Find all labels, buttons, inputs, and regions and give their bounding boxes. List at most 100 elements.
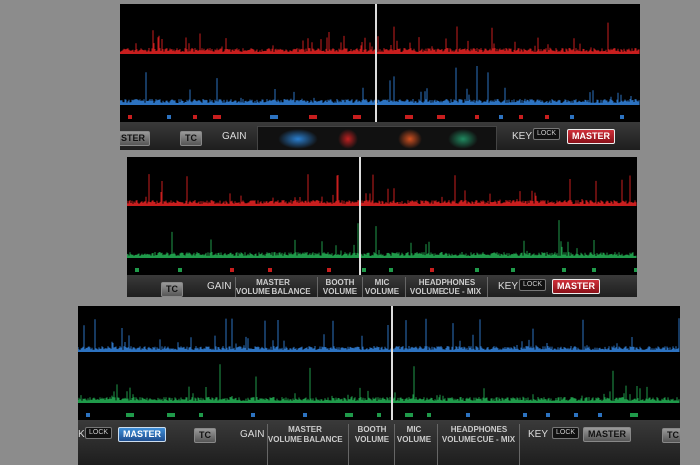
control-strip: TC GAIN MASTER VOLUME BALANCE BOOTH VOLU…	[127, 275, 637, 297]
waveform-marker	[303, 413, 307, 417]
waveform-marker	[523, 413, 527, 417]
waveform-marker	[126, 413, 134, 417]
waveform-trace	[120, 66, 640, 105]
lock-button[interactable]: LOCK	[552, 427, 580, 439]
mixer-label: BALANCE	[271, 287, 311, 296]
waveform-marker	[630, 413, 638, 417]
separator	[394, 424, 395, 465]
waveform-marker	[430, 268, 434, 272]
waveform	[120, 4, 640, 122]
waveform-marker	[213, 115, 221, 119]
lock-button[interactable]: LOCK	[533, 128, 561, 140]
lock-button[interactable]: LOCK	[85, 427, 113, 439]
mixer-label: VOLUME	[235, 287, 271, 296]
waveform-marker	[268, 268, 272, 272]
waveform-marker	[167, 413, 175, 417]
mixer-label: MIC	[406, 425, 422, 434]
waveform-marker	[499, 115, 503, 119]
deck-panel: TC GAIN MASTER VOLUME BALANCE BOOTH VOLU…	[127, 157, 637, 297]
waveform-marker	[546, 413, 550, 417]
mixer-label: CUE - MIX	[442, 287, 482, 296]
lock-button[interactable]: LOCK	[519, 279, 547, 291]
mixer-label: HEADPHONES	[418, 278, 476, 287]
waveform-trace	[78, 318, 680, 352]
mixer-label: VOLUME	[441, 435, 477, 444]
mixer-label: CUE - MIX	[476, 435, 516, 444]
waveform-marker	[562, 268, 566, 272]
waveform-marker	[251, 413, 255, 417]
waveform-marker	[128, 115, 132, 119]
key-label: KEY	[528, 429, 549, 440]
master-button[interactable]: MASTER	[552, 279, 600, 294]
waveform-marker	[86, 413, 90, 417]
waveform-marker	[405, 413, 413, 417]
separator	[437, 424, 438, 465]
deck-panel: STER TC GAIN KEY LOCK MASTER	[120, 4, 640, 150]
mini-waveforms	[257, 126, 497, 150]
waveform-marker	[427, 413, 431, 417]
master-button[interactable]: MASTER	[567, 129, 615, 144]
waveform-marker	[634, 268, 637, 272]
control-strip: KEY LOCK MASTER TC GAIN MASTER VOLUME BA…	[78, 420, 680, 465]
mixer-label: MIC	[374, 278, 390, 287]
waveform	[78, 306, 680, 420]
gain-label: GAIN	[240, 429, 265, 440]
mixer-label: VOLUME	[267, 435, 303, 444]
mixer-label: VOLUME	[364, 287, 400, 296]
tc-button[interactable]: TC	[161, 282, 183, 297]
waveform-trace	[127, 220, 637, 258]
tc-button[interactable]: TC	[194, 428, 216, 443]
mixer-label: MASTER	[288, 425, 322, 434]
tc-button[interactable]: TC	[662, 428, 680, 443]
mixer-label: BOOTH	[357, 425, 387, 434]
waveform-marker	[475, 115, 479, 119]
waveform-marker	[167, 115, 171, 119]
waveform-marker	[437, 115, 445, 119]
waveform-marker	[405, 115, 413, 119]
waveform-marker	[345, 413, 353, 417]
waveform-marker	[270, 115, 278, 119]
separator	[267, 424, 268, 465]
mixer-label: VOLUME	[322, 287, 358, 296]
waveform-marker	[475, 268, 479, 272]
waveform-trace	[120, 22, 640, 54]
waveform-marker	[598, 413, 602, 417]
waveform-marker	[135, 268, 139, 272]
separator	[519, 424, 520, 465]
waveform-marker	[389, 268, 393, 272]
waveform-marker	[199, 413, 203, 417]
mixer-label: BOOTH	[325, 278, 355, 287]
waveform-marker	[511, 268, 515, 272]
waveform-marker	[620, 115, 624, 119]
separator	[487, 277, 488, 297]
separator	[317, 277, 318, 297]
mixer-label: VOLUME	[354, 435, 390, 444]
master-button[interactable]: MASTER	[583, 427, 631, 442]
waveform-marker	[193, 115, 197, 119]
waveform-marker	[519, 115, 523, 119]
waveform-marker	[592, 268, 596, 272]
waveform-marker	[570, 115, 574, 119]
master-button[interactable]: STER	[120, 131, 151, 146]
waveform-marker	[230, 268, 234, 272]
tc-button[interactable]: TC	[180, 131, 202, 146]
mixer-label: VOLUME	[396, 435, 432, 444]
key-label: KEY	[498, 281, 519, 292]
waveform-marker	[574, 413, 578, 417]
master-button[interactable]: MASTER	[118, 427, 166, 442]
control-strip: STER TC GAIN KEY LOCK MASTER	[120, 122, 640, 150]
deck-panel: KEY LOCK MASTER TC GAIN MASTER VOLUME BA…	[78, 306, 680, 465]
waveform-trace	[78, 364, 680, 403]
separator	[362, 277, 363, 297]
waveform-trace	[127, 174, 637, 206]
mixer-label: BALANCE	[303, 435, 343, 444]
mixer-label: HEADPHONES	[450, 425, 508, 434]
mixer-label: VOLUME	[409, 287, 445, 296]
waveform-marker	[545, 115, 549, 119]
mixer-label: MASTER	[256, 278, 290, 287]
separator	[348, 424, 349, 465]
gain-label: GAIN	[222, 131, 247, 142]
waveform	[127, 157, 637, 275]
waveform-marker	[362, 268, 366, 272]
